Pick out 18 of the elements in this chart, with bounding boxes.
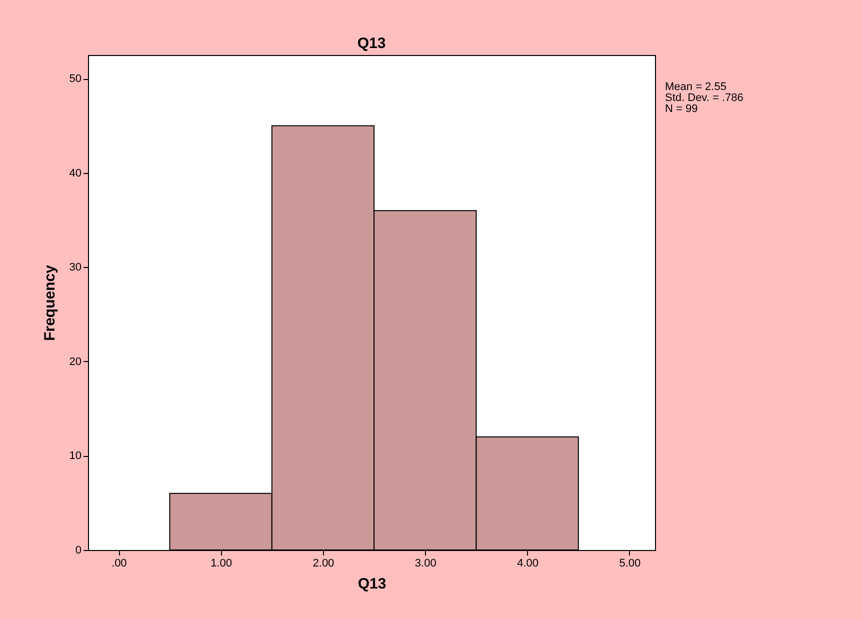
x-tick-label: 1.00 (210, 558, 232, 570)
y-tick-label: 30 (69, 262, 82, 274)
y-tick-label: 20 (69, 356, 82, 368)
x-tick-label: 5.00 (619, 558, 641, 570)
x-tick-label: 4.00 (517, 558, 539, 570)
y-axis-title: Frequency (41, 264, 58, 341)
x-tick-label: 2.00 (312, 558, 334, 570)
y-tick-label: 0 (75, 544, 82, 556)
x-tick-label: .00 (112, 558, 127, 570)
x-tick-label: 3.00 (414, 558, 436, 570)
x-axis-title: Q13 (358, 576, 386, 592)
text: Mean = 2.55 (665, 81, 726, 93)
y-tick-label: 50 (69, 73, 82, 86)
y-tick-label: 40 (69, 167, 82, 180)
text: Std. Dev. = .786 (665, 92, 744, 104)
text: N = 99 (665, 103, 698, 115)
y-tick-label: 10 (69, 450, 82, 462)
chart-title: Q13 (357, 35, 386, 52)
